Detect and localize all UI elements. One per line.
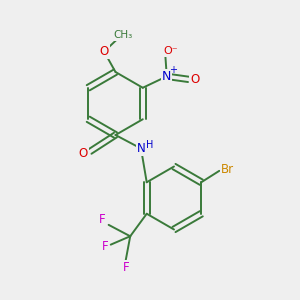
Text: N: N xyxy=(136,142,146,155)
Text: H: H xyxy=(146,140,154,150)
Text: O⁻: O⁻ xyxy=(164,46,178,56)
Text: CH₃: CH₃ xyxy=(113,30,133,40)
Text: N: N xyxy=(162,70,172,83)
Text: F: F xyxy=(101,240,108,253)
Text: O: O xyxy=(190,73,200,86)
Text: O: O xyxy=(79,147,88,161)
Text: O: O xyxy=(100,45,109,58)
Text: F: F xyxy=(123,261,130,274)
Text: Br: Br xyxy=(221,163,234,176)
Text: +: + xyxy=(169,65,177,75)
Text: F: F xyxy=(99,213,106,226)
